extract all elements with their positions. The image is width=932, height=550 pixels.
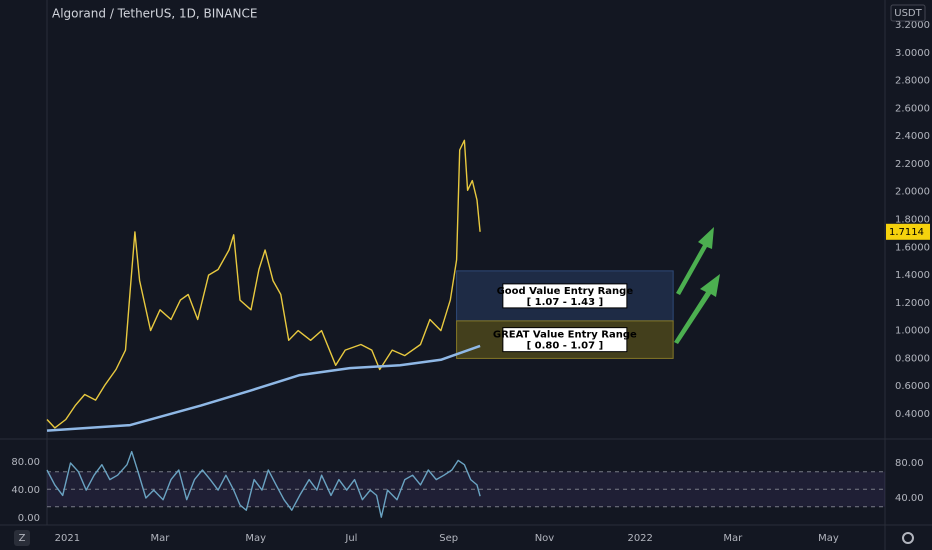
x-tick-label: Mar <box>151 533 171 544</box>
y-tick-label: 3.2000 <box>895 20 930 31</box>
annotation-text: GREAT Value Entry Range <box>493 330 637 341</box>
x-tick-label: Nov <box>535 533 555 544</box>
x-tick-label: May <box>818 533 839 544</box>
y-tick-label: 0.4000 <box>895 409 930 420</box>
annotation-range: [ 1.07 - 1.43 ] <box>527 297 604 308</box>
arrow <box>676 227 714 295</box>
plot-layer: 2021 Mar May Jul Sep Nov 2022 Mar May 0.4000 0.600… <box>11 20 930 544</box>
y-tick-label: 1.2000 <box>895 298 930 309</box>
x-tick-label: Sep <box>439 533 458 544</box>
series-line <box>46 139 481 429</box>
y-tick-label: 1.0000 <box>895 326 930 337</box>
y-tick-label: 2.2000 <box>895 159 930 170</box>
y-tick-label: 2.8000 <box>895 76 930 87</box>
y2-tick-label: 40.00 <box>11 485 40 496</box>
x-tick-label: Mar <box>723 533 743 544</box>
currency-box <box>890 4 926 22</box>
last-price: 1.7114 <box>889 227 924 238</box>
y-tick-label: 1.8000 <box>895 214 930 225</box>
y-tick-label: 2.0000 <box>895 187 930 198</box>
y-tick-label: 1.4000 <box>895 270 930 281</box>
chart-title: Algorand / TetherUS, 1D, BINANCE <box>52 7 257 21</box>
y-tick-label: 80.00 <box>895 458 924 469</box>
y-tick-label: 40.00 <box>895 493 924 504</box>
x-tick-label: 2021 <box>55 533 80 544</box>
last-price-tag <box>886 223 930 240</box>
currency: USDT <box>894 8 922 19</box>
series-line <box>46 344 481 432</box>
icon-box[interactable] <box>14 530 30 546</box>
annotation-range: [ 0.80 - 1.07 ] <box>527 341 604 352</box>
y-tick-label: 2.4000 <box>895 131 930 142</box>
settings-icon[interactable] <box>902 532 914 544</box>
y-tick-label: 3.0000 <box>895 48 930 59</box>
arrow <box>674 274 720 344</box>
y2-tick-label: 80.00 <box>11 457 40 468</box>
y-tick-label: 2.6000 <box>895 103 930 114</box>
y-tick-label: 0.6000 <box>895 381 930 392</box>
y-tick-label: 0.8000 <box>895 353 930 364</box>
annotation-text: Good Value Entry Range <box>497 286 634 297</box>
annotation-label-box <box>502 327 628 353</box>
icon[interactable]: Z <box>19 533 26 544</box>
y2-tick-label: 0.00 <box>18 513 40 524</box>
series-line <box>46 450 481 518</box>
annotation-label-box <box>502 283 628 309</box>
x-tick-label: May <box>245 533 266 544</box>
x-tick-label: Jul <box>344 533 357 544</box>
x-tick-label: 2022 <box>627 533 652 544</box>
y-tick-label: 1.6000 <box>895 242 930 253</box>
